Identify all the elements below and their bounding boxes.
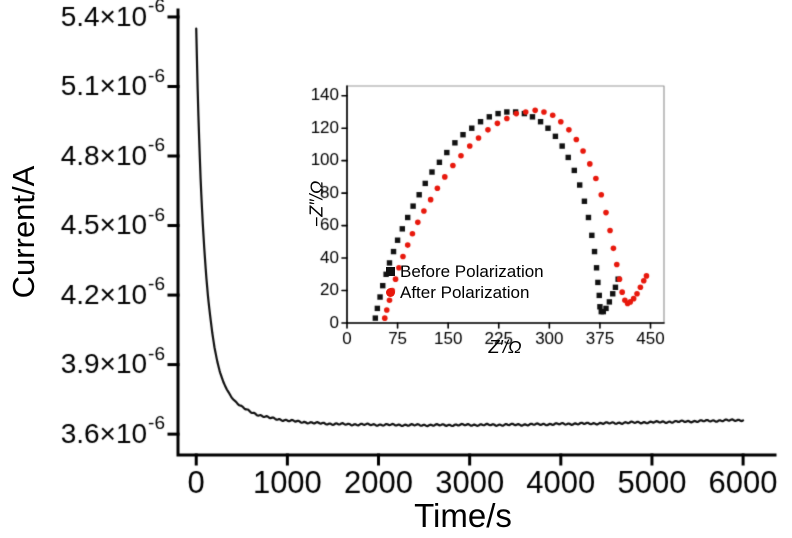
inset-legend: Before Polarization After Polarization bbox=[386, 261, 544, 303]
square-marker-icon bbox=[386, 267, 395, 276]
main-y-axis-title: Current/A bbox=[6, 165, 41, 299]
circle-marker-icon bbox=[386, 288, 395, 297]
main-x-axis-title: Time/s bbox=[414, 497, 512, 534]
legend-item-after-polarization: After Polarization bbox=[386, 282, 544, 303]
inset-x-axis-title: Z′/Ω bbox=[488, 337, 522, 357]
legend-label-before-polarization: Before Polarization bbox=[400, 261, 544, 281]
legend-label-after-polarization: After Polarization bbox=[400, 282, 530, 302]
inset-y-axis-title: −Z″/Ω bbox=[306, 180, 327, 228]
legend-item-before-polarization: Before Polarization bbox=[386, 261, 544, 282]
